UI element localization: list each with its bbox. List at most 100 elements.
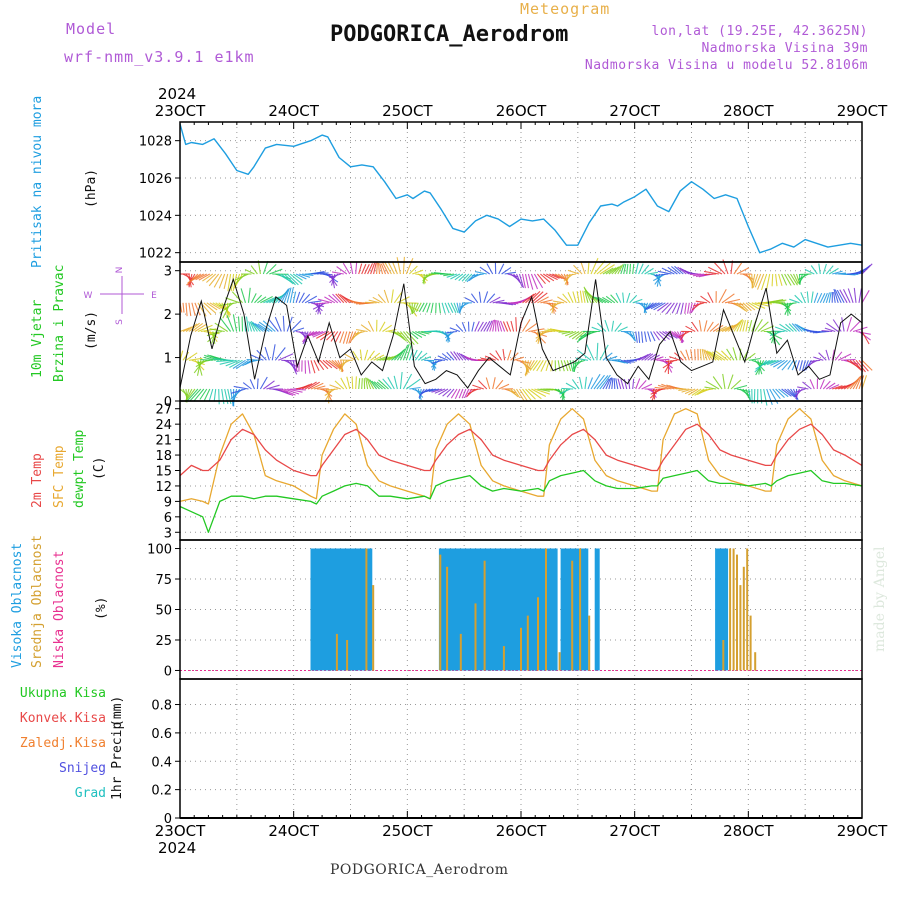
cloud-high-bar bbox=[503, 548, 509, 671]
wind-arrow bbox=[447, 302, 454, 314]
cloud-mid-bar bbox=[537, 597, 539, 671]
wind-arrow bbox=[530, 273, 539, 290]
wind-arrow bbox=[781, 388, 792, 397]
wind-arrow bbox=[450, 388, 458, 399]
wind-arrow bbox=[286, 287, 292, 303]
xtick-label-bottom: 26OCT bbox=[496, 822, 547, 840]
wind-arrow bbox=[680, 350, 687, 361]
wind-arrow bbox=[495, 379, 504, 390]
wind-arrow bbox=[329, 273, 341, 279]
wind-arrow bbox=[617, 264, 624, 275]
wind-arrow bbox=[714, 262, 726, 275]
wind-arrow bbox=[415, 330, 427, 337]
wind-arrow bbox=[537, 388, 550, 392]
wind-arrow bbox=[599, 374, 611, 390]
cloud-mid-bar bbox=[558, 652, 561, 671]
cloud-mid-bar bbox=[722, 640, 725, 671]
wind-arrow bbox=[330, 331, 339, 342]
wind-arrow bbox=[550, 360, 553, 372]
wind-arrow bbox=[286, 273, 299, 286]
wind-arrow bbox=[531, 388, 547, 397]
wind-arrow bbox=[580, 262, 586, 275]
wind-arrow bbox=[775, 273, 778, 287]
wind-arrow bbox=[836, 289, 845, 304]
cloud-mid-bar bbox=[335, 633, 338, 671]
cloud-high-bar bbox=[321, 548, 327, 671]
wind-arrow bbox=[828, 384, 840, 390]
temp2m-line bbox=[179, 423, 863, 477]
wind-arrow bbox=[834, 351, 843, 361]
legend-grad: Grad bbox=[74, 786, 106, 801]
wind-arrow bbox=[405, 257, 414, 275]
ytick-label: 3 bbox=[164, 265, 172, 280]
wind-arrow bbox=[680, 302, 684, 315]
cloud-high-bar bbox=[541, 548, 547, 671]
wind-arrow bbox=[858, 288, 862, 303]
wind-arrow bbox=[198, 273, 211, 281]
wind-arrow bbox=[614, 322, 622, 332]
wind-arrow bbox=[736, 318, 744, 332]
wind-arrow bbox=[464, 388, 470, 399]
cloud-mid-bar bbox=[754, 652, 757, 671]
wind-arrow bbox=[748, 302, 760, 310]
wind-arrow bbox=[283, 287, 290, 303]
wind-arrow bbox=[409, 386, 421, 390]
wind-arrow bbox=[408, 331, 419, 340]
cloud-mid-bar bbox=[474, 603, 477, 671]
wind-arrow bbox=[348, 331, 354, 344]
wind-arrow bbox=[818, 352, 827, 361]
wind-arrow bbox=[849, 359, 862, 371]
xtick-label-bottom: 27OCT bbox=[609, 822, 660, 840]
wind-arrow bbox=[721, 293, 735, 304]
wind-arrow bbox=[765, 273, 771, 291]
cloud-mid-bar bbox=[483, 560, 486, 671]
wind-arrow bbox=[647, 331, 652, 342]
wind-arrow bbox=[525, 360, 535, 375]
wind-arrow bbox=[274, 347, 286, 361]
wind-arrow bbox=[852, 375, 862, 390]
wind-arrow bbox=[650, 302, 663, 310]
ytick-label: 1026 bbox=[139, 172, 172, 187]
wind-arrow bbox=[390, 289, 394, 303]
wind-arrow bbox=[718, 289, 727, 304]
wind-arrow bbox=[654, 273, 669, 277]
wind-arrow bbox=[379, 263, 384, 275]
xtick-label-bottom: 25OCT bbox=[382, 822, 433, 840]
wind-arrow bbox=[354, 330, 365, 335]
wind-arrow bbox=[373, 262, 377, 275]
xtick-label-bottom: 29OCT bbox=[837, 822, 888, 840]
wind-arrow bbox=[611, 266, 620, 275]
wind-arrow bbox=[438, 388, 449, 396]
wind-arrow bbox=[745, 302, 756, 311]
cloud-high-bar bbox=[465, 548, 471, 671]
wind-arrow bbox=[338, 359, 351, 367]
wind-arrow bbox=[571, 379, 580, 390]
wind-arrow bbox=[662, 359, 675, 369]
wind-arrow bbox=[540, 273, 551, 283]
wind-arrow bbox=[513, 356, 525, 361]
wind-arrow bbox=[203, 356, 216, 361]
wind-arrow bbox=[847, 288, 854, 303]
cloud-high-bar bbox=[583, 548, 589, 671]
cloud-high-bar bbox=[348, 548, 353, 671]
wind-arrow bbox=[608, 377, 613, 390]
wind-arrow bbox=[825, 349, 830, 361]
wind-arrow bbox=[704, 273, 717, 276]
cloud-high-bar bbox=[564, 548, 569, 671]
wind-arrow bbox=[188, 322, 200, 332]
legend-konvek-kisa: Konvek.Kisa bbox=[19, 711, 106, 726]
wind-arrow bbox=[819, 293, 826, 304]
wind-arrow bbox=[335, 331, 342, 343]
tick-labels: 1022102410261028012336912151821242702550… bbox=[84, 85, 889, 857]
cloud-high-bar bbox=[719, 548, 725, 671]
wind-arrow bbox=[550, 302, 562, 307]
wind-arrow bbox=[464, 273, 473, 282]
wind-arrow bbox=[736, 302, 748, 313]
compass-n: N bbox=[115, 267, 125, 274]
wind-arrow bbox=[748, 319, 753, 332]
wind-arrow bbox=[671, 302, 678, 314]
wind-arrow bbox=[417, 352, 428, 361]
wind-arrow bbox=[831, 349, 835, 361]
wind-arrow bbox=[477, 321, 484, 332]
wind-arrow bbox=[605, 377, 612, 390]
